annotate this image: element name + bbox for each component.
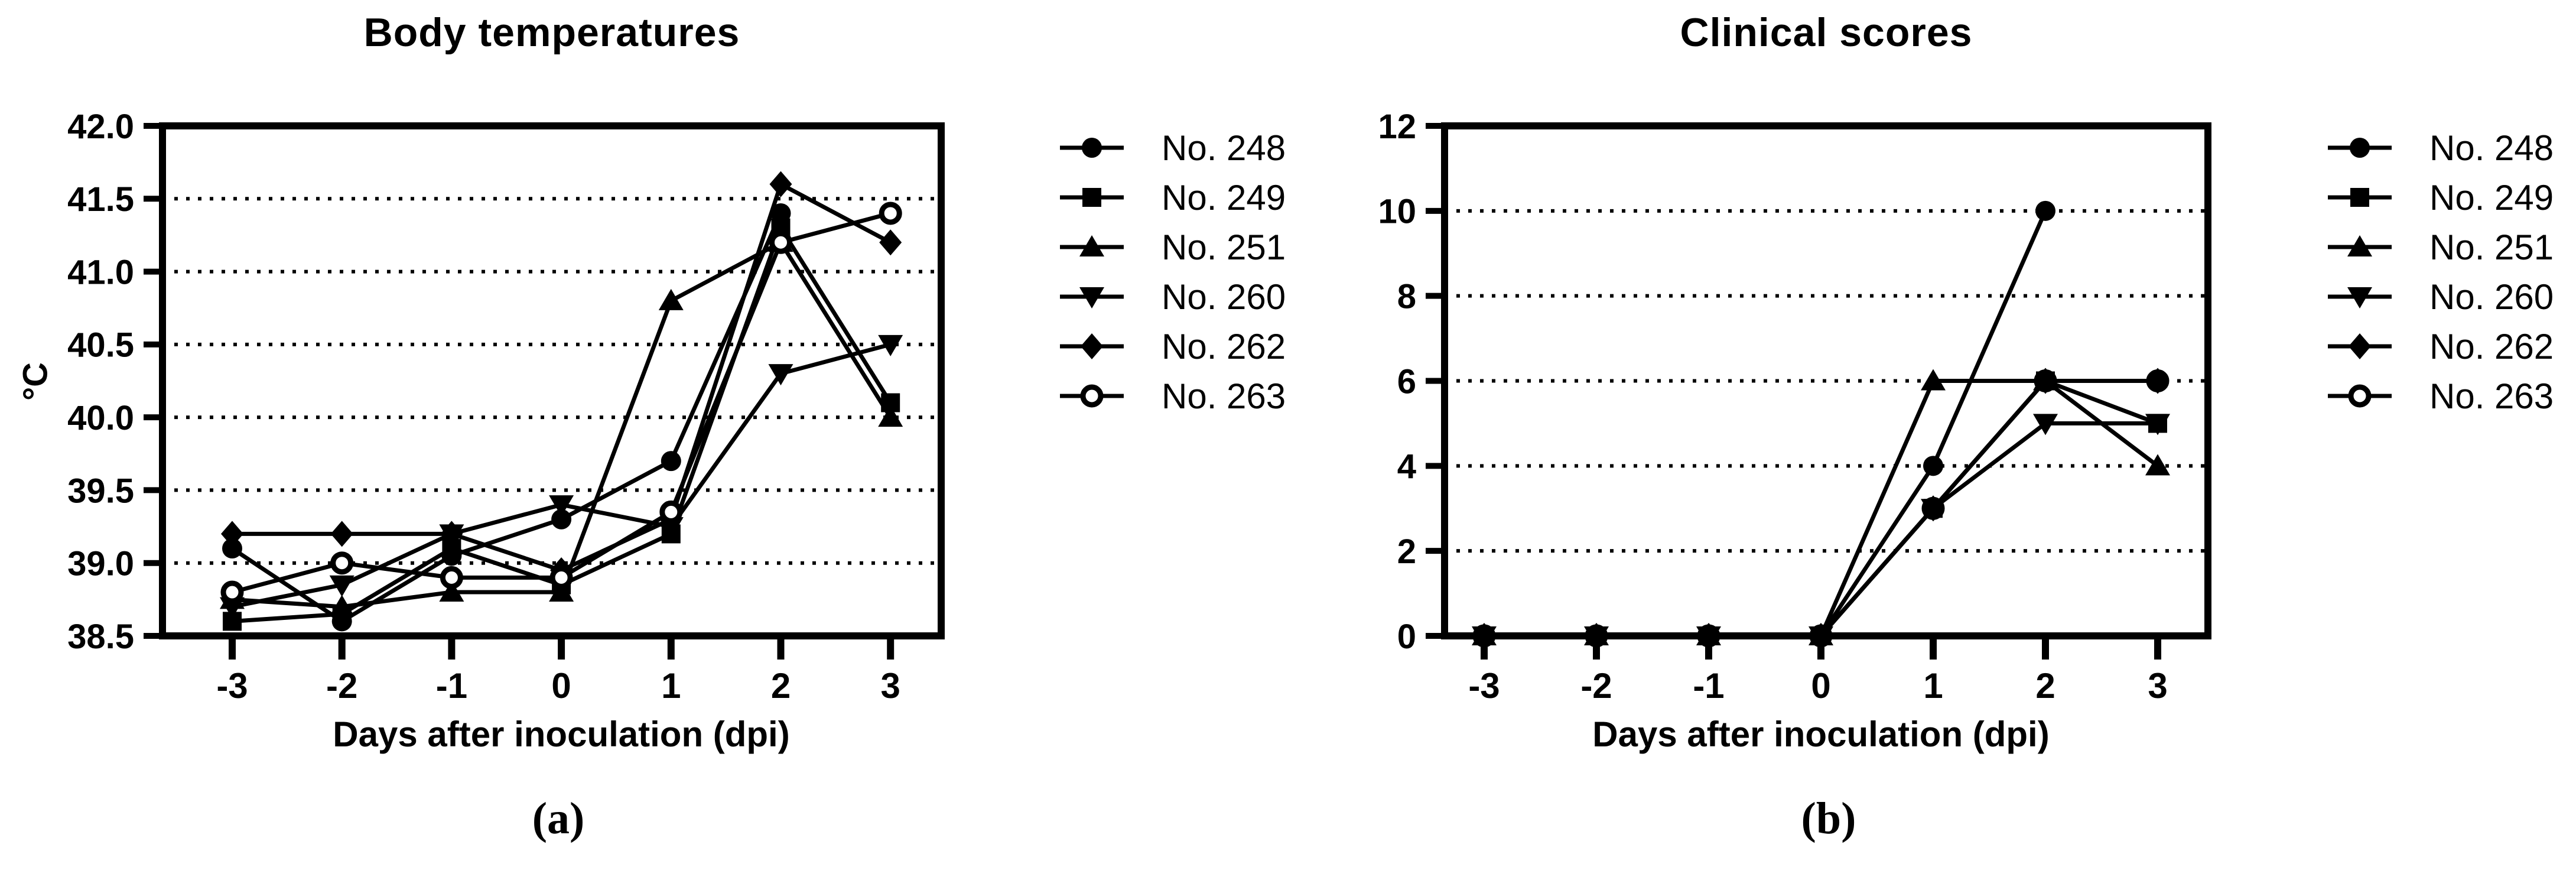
svg-text:3: 3: [2148, 666, 2167, 706]
square-marker-icon: [1060, 188, 1124, 207]
svg-text:39.5: 39.5: [67, 472, 134, 510]
legend-label: No. 262: [1162, 326, 1286, 366]
svg-text:39.0: 39.0: [67, 545, 134, 583]
body-temperatures-chart: 38.5 39.0 39.5 40.0 40.5 41.0 41.5 42.0 -3 -2 -1 0 1…: [67, 108, 945, 706]
open-circle-marker-icon: [2328, 384, 2392, 408]
legend-item: No. 251: [2325, 222, 2554, 272]
legend-item: No. 262: [1058, 321, 1286, 371]
legend-label: No. 262: [2429, 326, 2554, 366]
svg-text:8: 8: [1397, 278, 1416, 316]
legend-item: No. 260: [1058, 272, 1286, 321]
triangle-down-marker-icon: [1060, 287, 1124, 308]
svg-text:12: 12: [1378, 108, 1416, 146]
svg-text:10: 10: [1378, 193, 1416, 231]
panel-a-legend: No. 248 No. 249 No. 251 No. 260 No. 262 …: [1058, 123, 1286, 421]
svg-text:41.0: 41.0: [67, 253, 134, 291]
legend-label: No. 249: [2429, 177, 2554, 217]
panel-b-caption: (b): [1801, 794, 1856, 843]
panel-b-x-axis-label: Days after inoculation (dpi): [1592, 714, 2050, 754]
triangle-down-marker-icon: [2328, 287, 2392, 308]
legend-label: No. 251: [2429, 227, 2554, 267]
open-circle-marker-icon: [1060, 384, 1124, 408]
svg-text:6: 6: [1397, 362, 1416, 401]
svg-text:41.5: 41.5: [67, 180, 134, 219]
panel-b-title: Clinical scores: [1680, 10, 1973, 55]
circle-marker-icon: [1060, 138, 1124, 158]
legend-label: No. 248: [1162, 128, 1286, 168]
svg-text:-3: -3: [1468, 666, 1500, 706]
legend-item: No. 251: [1058, 222, 1286, 272]
svg-text:0: 0: [1397, 618, 1416, 656]
legend-item: No. 263: [2325, 371, 2554, 421]
square-marker-icon: [2328, 188, 2392, 207]
svg-text:3: 3: [881, 666, 900, 706]
svg-text:1: 1: [661, 666, 681, 706]
legend-label: No. 263: [1162, 376, 1286, 416]
panel-b-legend: No. 248 No. 249 No. 251 No. 260 No. 262 …: [2325, 123, 2554, 421]
svg-text:42.0: 42.0: [67, 108, 134, 146]
legend-item: No. 249: [1058, 173, 1286, 222]
panel-a-title: Body temperatures: [363, 10, 740, 55]
svg-text:-1: -1: [1693, 666, 1724, 706]
legend-label: No. 263: [2429, 376, 2554, 416]
legend-label: No. 260: [2429, 277, 2554, 317]
svg-text:-1: -1: [436, 666, 467, 706]
svg-text:0: 0: [551, 666, 571, 706]
triangle-up-marker-icon: [1060, 235, 1124, 256]
svg-text:40.5: 40.5: [67, 326, 134, 365]
legend-item: No. 248: [1058, 123, 1286, 173]
legend-label: No. 249: [1162, 177, 1286, 217]
triangle-up-marker-icon: [2328, 235, 2392, 256]
svg-text:40.0: 40.0: [67, 399, 134, 437]
legend-label: No. 251: [1162, 227, 1286, 267]
circle-marker-icon: [2328, 138, 2392, 158]
svg-text:1: 1: [1923, 666, 1943, 706]
svg-text:-2: -2: [1580, 666, 1612, 706]
panel-a-caption: (a): [532, 794, 585, 843]
legend-item: No. 262: [2325, 321, 2554, 371]
legend-item: No. 248: [2325, 123, 2554, 173]
legend-label: No. 260: [1162, 277, 1286, 317]
diamond-marker-icon: [1060, 333, 1124, 359]
svg-text:2: 2: [771, 666, 791, 706]
svg-text:4: 4: [1397, 447, 1416, 486]
diamond-marker-icon: [2328, 333, 2392, 359]
legend-item: No. 263: [1058, 371, 1286, 421]
svg-text:38.5: 38.5: [67, 618, 134, 656]
svg-text:0: 0: [1811, 666, 1830, 706]
svg-text:2: 2: [1397, 532, 1416, 571]
legend-item: No. 260: [2325, 272, 2554, 321]
legend-label: No. 248: [2429, 128, 2554, 168]
svg-text:-2: -2: [326, 666, 357, 706]
svg-text:2: 2: [2035, 666, 2055, 706]
legend-item: No. 249: [2325, 173, 2554, 222]
panel-a-x-axis-label: Days after inoculation (dpi): [333, 714, 790, 754]
svg-text:-3: -3: [216, 666, 248, 706]
